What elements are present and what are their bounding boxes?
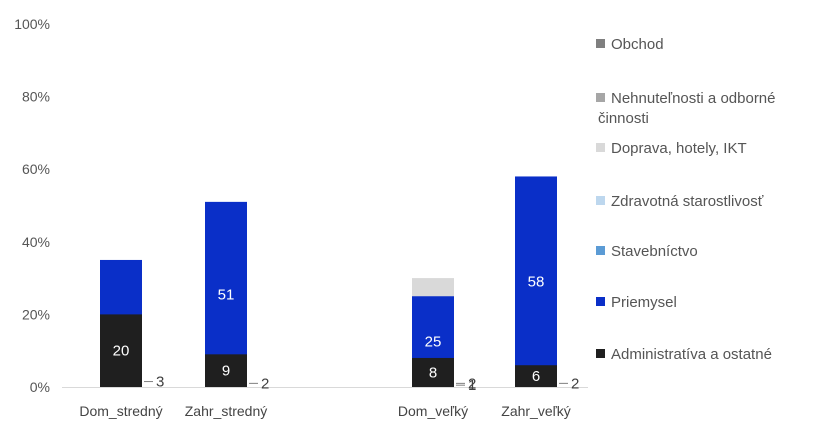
legend-label: Obchod: [611, 36, 664, 53]
category-label: Zahr_stredný: [185, 403, 267, 419]
legend-swatch: [596, 297, 605, 306]
y-tick-label: 100%: [14, 16, 50, 32]
y-tick-label: 20%: [22, 306, 50, 322]
data-label: 1: [468, 377, 476, 394]
legend-swatch: [596, 143, 605, 152]
data-label: 6: [532, 368, 540, 385]
data-label: 51: [218, 286, 235, 303]
bar-segment: [515, 365, 557, 387]
legend-swatch: [596, 93, 605, 102]
category-label: Dom_stredný: [79, 403, 162, 419]
data-label: 2: [571, 375, 579, 392]
category-label: Zahr_veľký: [501, 403, 570, 419]
data-label: 2: [468, 375, 476, 392]
legend-label: Priemysel: [611, 294, 677, 311]
bar-segment: [412, 357, 454, 387]
data-label: 58: [528, 274, 545, 291]
legend-label: Nehnuteľnosti a odborné činnosti: [598, 90, 776, 127]
data-label: 2: [261, 375, 269, 392]
legend-label: Zdravotná starostlivosť: [611, 193, 764, 210]
legend-swatch: [596, 196, 605, 205]
legend-label: Administratíva a ostatné: [611, 346, 772, 363]
legend-label: Stavebníctvo: [611, 243, 698, 260]
y-tick-label: 80%: [22, 89, 50, 105]
legend-swatch: [596, 39, 605, 48]
data-label: 8: [429, 364, 437, 381]
data-label: 9: [222, 363, 230, 380]
data-label: 3: [156, 374, 164, 391]
bar-segment: [100, 314, 142, 387]
legend-swatch: [596, 246, 605, 255]
y-tick-label: 60%: [22, 161, 50, 177]
legend-label: Doprava, hotely, IKT: [611, 140, 747, 157]
bar-segment: [205, 354, 247, 387]
data-label: 25: [425, 334, 442, 351]
y-tick-label: 40%: [22, 234, 50, 250]
legend-swatch: [596, 349, 605, 358]
bar-segment: [515, 176, 557, 387]
y-tick-label: 0%: [30, 379, 50, 395]
category-label: Dom_veľký: [398, 403, 468, 419]
data-label: 20: [113, 343, 130, 360]
